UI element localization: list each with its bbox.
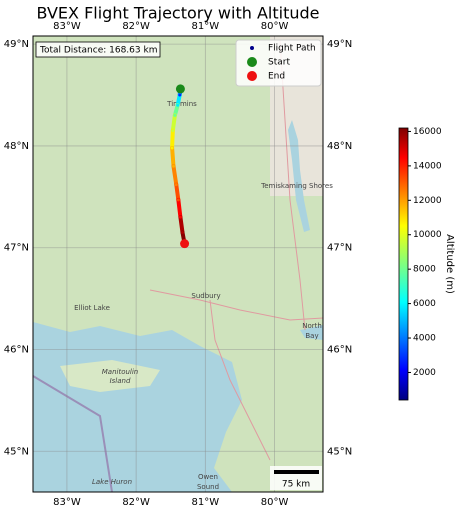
x-tick-label: 80°W	[261, 21, 289, 32]
legend	[235, 39, 322, 87]
scale-bar-label: 75 km	[282, 480, 310, 490]
colorbar-tick-label: 8000	[413, 265, 436, 275]
y-tick-label: 47°N	[4, 243, 29, 254]
end-marker	[180, 239, 190, 249]
y-tick-label: 48°N	[4, 141, 29, 152]
flight-point	[176, 103, 180, 107]
flight-segment	[174, 182, 181, 202]
place-label: Temiskaming Shores	[260, 182, 333, 190]
x-tick-label: 83°W	[53, 497, 81, 508]
y-tick-label: 46°N	[4, 345, 29, 356]
y-tick-label: 49°N	[4, 39, 29, 50]
colorbar-tick-label: 6000	[413, 299, 436, 309]
place-label: Lake Huron	[92, 478, 132, 486]
y-tick-label: 45°N	[327, 446, 352, 457]
annotation-box	[35, 41, 161, 58]
flight-segment	[176, 197, 183, 220]
colorbar-tick-label: 16000	[413, 127, 442, 137]
place-label: Bay	[305, 332, 318, 340]
place-label: Sound	[197, 483, 219, 491]
colorbar-tick-label: 14000	[413, 161, 442, 171]
colorbar	[398, 127, 409, 401]
legend-label: Start	[268, 58, 290, 68]
scale-bar	[274, 470, 319, 474]
legend-label: Flight Path	[268, 44, 316, 54]
place-label: Island	[110, 377, 131, 385]
flight-point	[173, 113, 177, 117]
place-label: North	[302, 322, 322, 330]
legend-marker	[250, 46, 254, 50]
colorbar-label: Altitude (m)	[444, 234, 455, 294]
flight-segment	[170, 145, 176, 169]
colorbar-tick-label: 12000	[413, 196, 442, 206]
annotation: Total Distance: 168.63 km	[39, 46, 157, 56]
flight-point	[178, 93, 182, 97]
x-tick-label: 82°W	[122, 21, 150, 32]
flight-segment	[178, 215, 185, 235]
flight-point	[176, 198, 180, 202]
flight-point	[171, 129, 175, 133]
x-tick-label: 80°W	[261, 497, 289, 508]
flight-point	[178, 215, 182, 219]
x-tick-label: 83°W	[53, 21, 81, 32]
place-label: Sudbury	[191, 292, 220, 300]
legend-label: End	[268, 72, 285, 82]
x-tick-label: 81°W	[192, 21, 220, 32]
flight-segment	[170, 113, 177, 133]
flight-point	[180, 230, 184, 234]
map-frame	[32, 35, 324, 493]
flight-segment	[171, 164, 179, 187]
colorbar-tick-label: 2000	[413, 368, 436, 378]
legend-marker	[247, 71, 257, 81]
y-tick-label: 46°N	[327, 345, 352, 356]
legend-marker	[247, 57, 257, 67]
x-tick-label: 81°W	[192, 497, 220, 508]
flight-segment	[170, 128, 175, 150]
start-marker	[175, 84, 185, 94]
y-tick-label: 48°N	[327, 141, 352, 152]
y-tick-label: 47°N	[327, 243, 352, 254]
chart-title: BVEX Flight Trajectory with Altitude	[37, 4, 320, 23]
colorbar-tick-label: 10000	[413, 230, 442, 240]
flight-point	[170, 146, 174, 150]
place-label: Elliot Lake	[74, 304, 110, 312]
colorbar-tick-label: 4000	[413, 334, 436, 344]
place-label: Manitoulin	[102, 368, 139, 376]
y-tick-label: 45°N	[4, 446, 29, 457]
flight-point	[174, 183, 178, 187]
y-tick-label: 49°N	[327, 39, 352, 50]
place-label: Owen	[198, 473, 218, 481]
place-label: Timmins	[166, 100, 197, 108]
x-tick-label: 82°W	[122, 497, 150, 508]
flight-point	[172, 164, 176, 168]
